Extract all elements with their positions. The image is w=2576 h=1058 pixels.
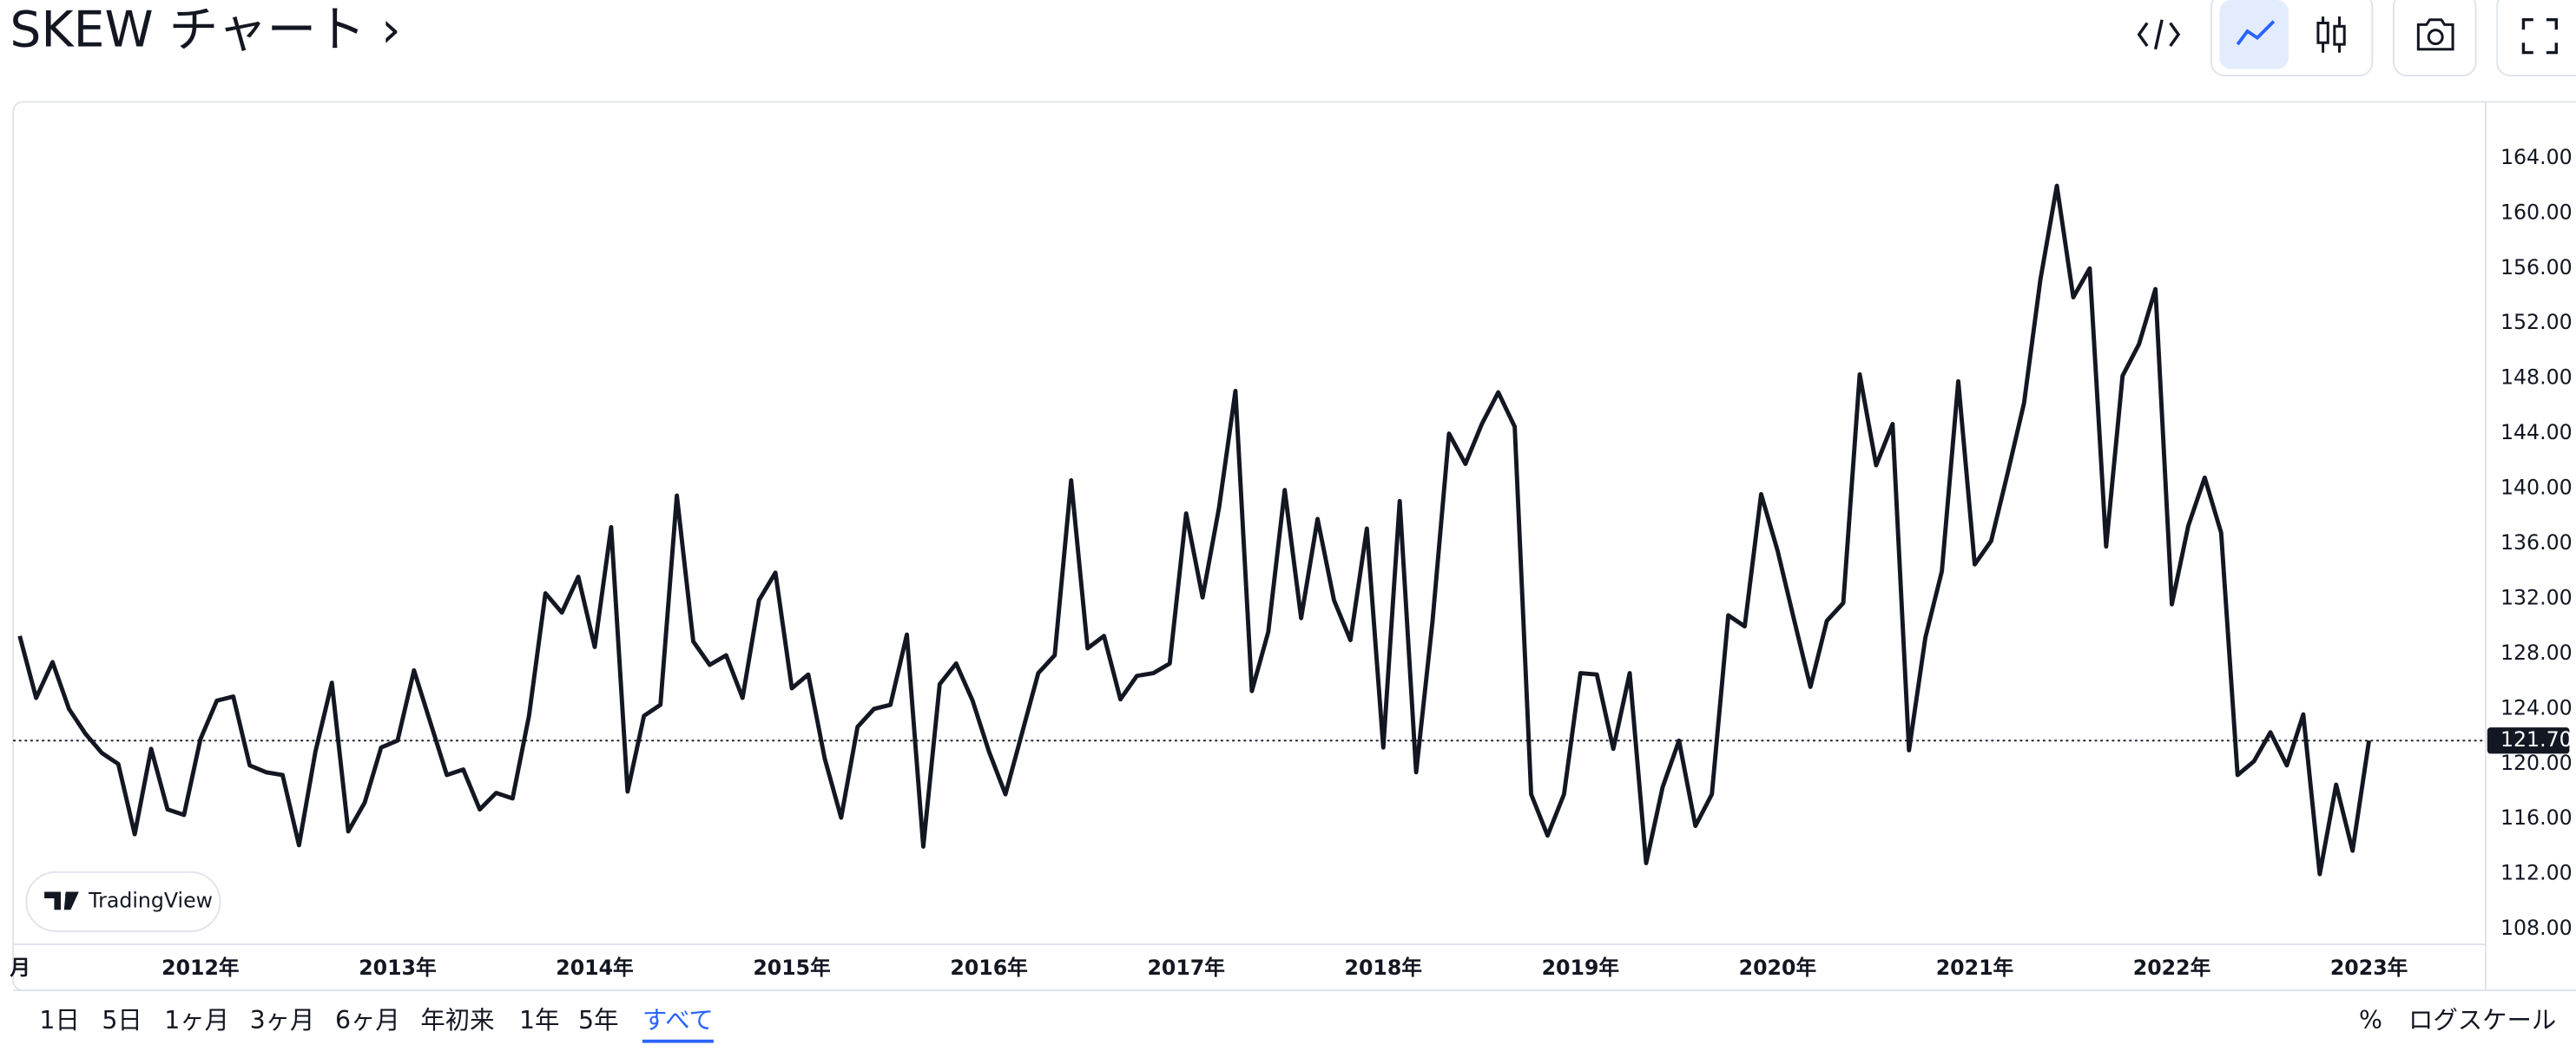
chart-frame [12, 101, 2576, 991]
x-tick-label: 2019年 [1542, 956, 1619, 980]
y-tick-label: 148.00 [2500, 365, 2573, 390]
x-tick-label: 2018年 [1345, 956, 1422, 980]
range-button[interactable]: 3ヶ月 [250, 1006, 315, 1035]
x-tick-label: 月 [9, 956, 30, 980]
tv-logo-dot [65, 891, 71, 898]
y-tick-label: 132.00 [2500, 585, 2573, 609]
candle-body [2333, 24, 2346, 46]
range-button[interactable]: 年初来 [420, 1006, 494, 1035]
range-button[interactable]: 1日 [39, 1006, 79, 1035]
y-tick-label: 124.00 [2500, 695, 2573, 720]
range-button[interactable]: 1ヶ月 [164, 1006, 229, 1035]
x-tick-label: 2015年 [753, 956, 830, 980]
y-tick-label: 144.00 [2500, 420, 2573, 444]
x-tick-label: 2016年 [950, 956, 1027, 980]
fullscreen-button[interactable] [2496, 0, 2576, 76]
last-price-badge [2487, 727, 2570, 754]
y-tick-label: 160.00 [2500, 200, 2573, 224]
x-tick-label: 2022年 [2133, 956, 2210, 980]
candle-style-button[interactable] [2296, 0, 2366, 69]
x-tick-label: 2020年 [1739, 956, 1816, 980]
y-tick-label: 116.00 [2500, 805, 2573, 830]
range-button[interactable]: すべて [642, 1006, 714, 1035]
range-button[interactable]: 6ヶ月 [335, 1006, 400, 1035]
range-button[interactable]: 1年 [519, 1006, 559, 1035]
y-tick-label: 156.00 [2500, 255, 2573, 279]
x-tick-label: 2017年 [1147, 956, 1224, 980]
y-tick-label: 164.00 [2500, 145, 2573, 169]
last-price-label: 121.70 [2500, 727, 2573, 752]
camera-icon [2416, 18, 2454, 51]
button-bg[interactable] [2393, 0, 2477, 76]
x-tick-label: 2021年 [1936, 956, 2013, 980]
toolbar [2122, 0, 2576, 76]
y-tick-label: 140.00 [2500, 476, 2573, 500]
button-bg[interactable] [2496, 0, 2576, 76]
watermark[interactable]: TradingView [25, 871, 221, 932]
scale-toggle[interactable]: % [2359, 1006, 2382, 1035]
snapshot-button[interactable] [2393, 0, 2477, 76]
y-tick-label: 128.00 [2500, 641, 2573, 665]
x-tick-label: 2012年 [161, 956, 239, 980]
x-tick-label: 2014年 [556, 956, 633, 980]
fullscreen-icon [2521, 18, 2558, 55]
range-selected-underline [642, 1039, 714, 1043]
watermark-bg[interactable] [25, 871, 221, 932]
y-tick-label: 108.00 [2500, 916, 2573, 940]
camera-lens [2427, 29, 2444, 46]
line-icon [2236, 20, 2276, 46]
y-tick-label: 152.00 [2500, 310, 2573, 334]
watermark-text: TradingView [88, 888, 213, 912]
candle-body [2316, 21, 2329, 44]
price-line-series [17, 183, 2372, 877]
y-tick-label: 112.00 [2500, 861, 2573, 885]
button-bg[interactable] [2296, 0, 2366, 69]
y-tick-label: 120.00 [2500, 751, 2573, 775]
x-tick-label: 2013年 [359, 956, 436, 980]
code-icon [2137, 19, 2181, 50]
range-button[interactable]: 5日 [102, 1006, 142, 1035]
scale-toggle[interactable]: ログスケール [2408, 1006, 2556, 1035]
y-tick-label: 136.00 [2500, 530, 2573, 555]
chart-title: SKEW チャート › [10, 1, 400, 58]
embed-button[interactable] [2122, 3, 2192, 69]
line-style-button[interactable] [2219, 0, 2289, 69]
x-tick-label: 2023年 [2330, 956, 2408, 980]
range-button[interactable]: 5年 [578, 1006, 618, 1035]
